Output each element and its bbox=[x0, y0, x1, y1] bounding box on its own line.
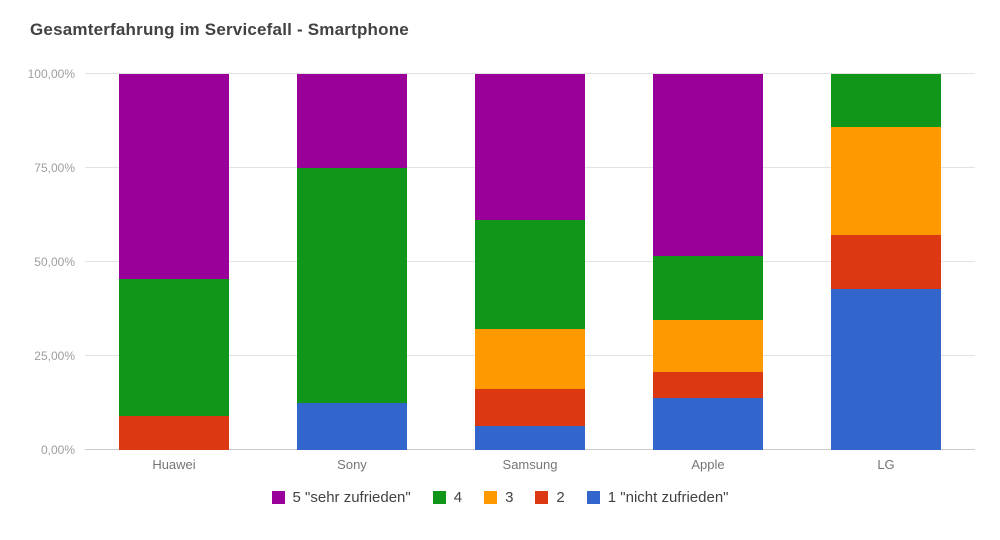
bar-segment-samsung-rating-1 bbox=[475, 425, 585, 450]
bar-segment-samsung-rating-3 bbox=[475, 328, 585, 390]
x-axis-label-apple: Apple bbox=[691, 457, 725, 472]
legend-item-rating-3: 3 bbox=[484, 489, 513, 506]
legend-swatch-icon bbox=[432, 491, 446, 504]
y-axis-tick-label: 0,00% bbox=[40, 443, 75, 457]
bar-segment-sony-rating-5 bbox=[297, 74, 407, 168]
bar-segment-apple-rating-3 bbox=[653, 320, 763, 373]
legend: 5 "sehr zufrieden" 4 3 2 1 "nicht zufrieden" bbox=[0, 489, 1000, 506]
bar-segment-lg-rating-1 bbox=[831, 288, 941, 450]
bar-segment-samsung-rating-5 bbox=[475, 74, 585, 220]
bar-segment-huawei-rating-5 bbox=[119, 74, 229, 279]
y-axis-tick-label: 100,00% bbox=[27, 67, 75, 81]
stacked-bar-sony bbox=[297, 74, 407, 450]
legend-swatch-icon bbox=[535, 491, 549, 504]
x-axis-label-huawei: Huawei bbox=[152, 457, 196, 472]
bar-segment-huawei-rating-4 bbox=[119, 278, 229, 416]
legend-label: 3 bbox=[505, 489, 514, 506]
legend-item-rating-5: 5 "sehr zufrieden" bbox=[271, 489, 411, 506]
legend-label: 2 bbox=[556, 489, 565, 506]
stacked-bar-samsung bbox=[475, 74, 585, 450]
bar-segment-sony-rating-4 bbox=[297, 168, 407, 403]
bars-row bbox=[85, 74, 975, 450]
y-axis-tick-label: 50,00% bbox=[34, 255, 75, 269]
x-axis-label-lg: LG bbox=[877, 457, 895, 472]
bar-slot-samsung bbox=[441, 74, 619, 450]
legend-label: 1 "nicht zufrieden" bbox=[607, 489, 729, 506]
stacked-bar-lg bbox=[831, 74, 941, 450]
bar-slot-huawei bbox=[85, 74, 263, 450]
legend-swatch-icon bbox=[484, 491, 498, 504]
bar-segment-samsung-rating-4 bbox=[475, 219, 585, 329]
legend-label: 5 "sehr zufrieden" bbox=[292, 489, 411, 506]
x-axis: Huawei Sony Samsung Apple LG bbox=[85, 457, 975, 472]
bar-segment-sony-rating-1 bbox=[297, 403, 407, 450]
legend-swatch-icon bbox=[271, 491, 285, 504]
y-axis-tick-label: 25,00% bbox=[34, 349, 75, 363]
bar-slot-sony bbox=[263, 74, 441, 450]
bar-slot-lg bbox=[797, 74, 975, 450]
stacked-bar-apple bbox=[653, 74, 763, 450]
bar-segment-apple-rating-5 bbox=[653, 74, 763, 256]
chart-title: Gesamterfahrung im Servicefall - Smartph… bbox=[30, 20, 409, 39]
legend-swatch-icon bbox=[586, 491, 600, 504]
gridline bbox=[85, 73, 975, 74]
bar-segment-apple-rating-2 bbox=[653, 372, 763, 399]
legend-item-rating-1: 1 "nicht zufrieden" bbox=[586, 489, 729, 506]
bar-segment-huawei-rating-2 bbox=[119, 415, 229, 450]
legend-item-rating-4: 4 bbox=[432, 489, 463, 506]
bar-segment-lg-rating-3 bbox=[831, 127, 941, 235]
bar-segment-apple-rating-1 bbox=[653, 398, 763, 450]
x-axis-label-sony: Sony bbox=[337, 457, 367, 472]
bar-slot-apple bbox=[619, 74, 797, 450]
y-axis-tick-label: 75,00% bbox=[34, 161, 75, 175]
bar-segment-apple-rating-4 bbox=[653, 255, 763, 321]
legend-label: 4 bbox=[453, 489, 463, 506]
plot-area: 0,00% 25,00% 50,00% 75,00% 100,00% bbox=[28, 67, 975, 457]
stacked-bar-huawei bbox=[119, 74, 229, 450]
legend-item-rating-2: 2 bbox=[535, 489, 565, 506]
x-axis-label-samsung: Samsung bbox=[502, 457, 558, 472]
bar-segment-lg-rating-2 bbox=[831, 234, 941, 289]
bar-segment-samsung-rating-2 bbox=[475, 389, 585, 426]
bar-segment-lg-rating-4 bbox=[831, 74, 941, 128]
